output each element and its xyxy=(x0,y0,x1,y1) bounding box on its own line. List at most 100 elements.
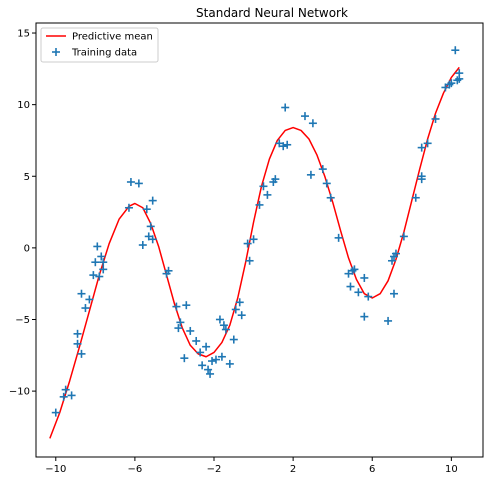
training-data-point xyxy=(97,252,106,261)
training-data-point xyxy=(249,235,258,244)
training-data-point xyxy=(204,365,213,374)
training-data-point xyxy=(255,200,264,209)
y-tick-label: −5 xyxy=(15,315,30,326)
x-tick-label: −10 xyxy=(45,464,66,475)
training-data-point xyxy=(221,325,230,334)
axis-ticks: −10 −6 −2 2 6 10 −10 −5 0 5 10 15 xyxy=(9,29,458,475)
training-data-point xyxy=(245,256,254,265)
training-data-point xyxy=(73,329,82,338)
training-data-point xyxy=(192,336,201,345)
training-data-point xyxy=(243,239,252,248)
legend-label-predictive-mean: Predictive mean xyxy=(72,32,153,43)
training-data-point xyxy=(431,114,440,123)
training-data-point xyxy=(300,112,309,121)
training-data-point xyxy=(180,354,189,363)
training-data-point xyxy=(417,143,426,152)
training-data-point xyxy=(360,273,369,282)
training-data-point xyxy=(322,179,331,188)
training-data-point xyxy=(354,288,363,297)
training-data-point xyxy=(306,170,315,179)
training-data-point xyxy=(217,352,226,361)
training-data-point xyxy=(237,311,246,320)
training-data-point xyxy=(73,339,82,348)
x-tick-label: −2 xyxy=(207,464,222,475)
legend-box xyxy=(40,27,159,63)
y-tick-label: 5 xyxy=(24,172,30,183)
legend-label-training-data: Training data xyxy=(71,48,137,59)
training-data-point xyxy=(77,349,86,358)
training-data-point xyxy=(146,222,155,231)
legend-marker-swatch xyxy=(52,48,60,56)
training-data-point xyxy=(172,302,181,311)
x-tick-label: 6 xyxy=(369,464,375,475)
training-data-point xyxy=(85,295,94,304)
training-data-point xyxy=(389,289,398,298)
training-data-point xyxy=(99,258,108,267)
training-data-point xyxy=(334,233,343,242)
x-tick-label: 10 xyxy=(445,464,458,475)
training-data-point xyxy=(208,357,217,366)
training-data-point xyxy=(196,348,205,357)
training-data-point xyxy=(95,272,104,281)
training-data-point xyxy=(263,190,272,199)
y-tick-label: 10 xyxy=(17,100,30,111)
training-data-point xyxy=(346,282,355,291)
training-data-point xyxy=(364,292,373,301)
training-data-point xyxy=(99,265,108,274)
training-data-point xyxy=(350,265,359,274)
training-data-point xyxy=(51,408,60,417)
training-data-point xyxy=(229,335,238,344)
training-data-point xyxy=(164,266,173,275)
training-data-point xyxy=(148,235,157,244)
training-data-point xyxy=(61,385,70,394)
training-data-point xyxy=(174,324,183,333)
training-data-point xyxy=(148,196,157,205)
training-data-point xyxy=(399,232,408,241)
training-data-point xyxy=(455,69,464,78)
y-tick-label: 0 xyxy=(24,243,30,254)
training-data-point xyxy=(59,392,68,401)
training-data-point xyxy=(391,249,400,258)
training-data-point xyxy=(423,139,432,148)
training-data-point xyxy=(447,79,456,88)
chart-title: Standard Neural Network xyxy=(196,6,348,20)
training-data-point xyxy=(198,361,207,370)
training-data-point xyxy=(384,316,393,325)
training-data-point xyxy=(89,271,98,280)
training-data-point xyxy=(388,256,397,265)
training-data-point xyxy=(186,326,195,335)
training-data-point xyxy=(126,177,135,186)
training-data-point xyxy=(211,355,220,364)
training-data-point xyxy=(138,241,147,250)
x-tick-label: 2 xyxy=(290,464,296,475)
training-data-point xyxy=(225,359,234,368)
training-data-point xyxy=(308,119,317,128)
training-data-point xyxy=(326,193,335,202)
training-data-point xyxy=(411,193,420,202)
training-data-point xyxy=(259,182,268,191)
training-data-point xyxy=(77,289,86,298)
training-data-point xyxy=(235,298,244,307)
training-data-point xyxy=(318,165,327,174)
training-data-point xyxy=(91,258,100,267)
training-data-point xyxy=(360,312,369,321)
series-layer xyxy=(49,46,464,439)
training-data-point xyxy=(134,179,143,188)
plot-frame xyxy=(35,22,484,458)
training-data-point xyxy=(67,391,76,400)
training-data-point xyxy=(215,315,224,324)
y-tick-label: 15 xyxy=(17,29,30,40)
training-data-point xyxy=(124,203,133,212)
training-data-point xyxy=(451,46,460,55)
training-data-point xyxy=(281,103,290,112)
training-data-point xyxy=(283,140,292,149)
training-data-point xyxy=(81,304,90,313)
x-tick-label: −6 xyxy=(128,464,143,475)
legend: Predictive mean Training data xyxy=(40,27,159,63)
training-data-point xyxy=(182,301,191,310)
training-data-point xyxy=(271,175,280,184)
training-data-point xyxy=(93,242,102,251)
y-tick-label: −10 xyxy=(9,387,30,398)
training-data-point xyxy=(417,172,426,181)
